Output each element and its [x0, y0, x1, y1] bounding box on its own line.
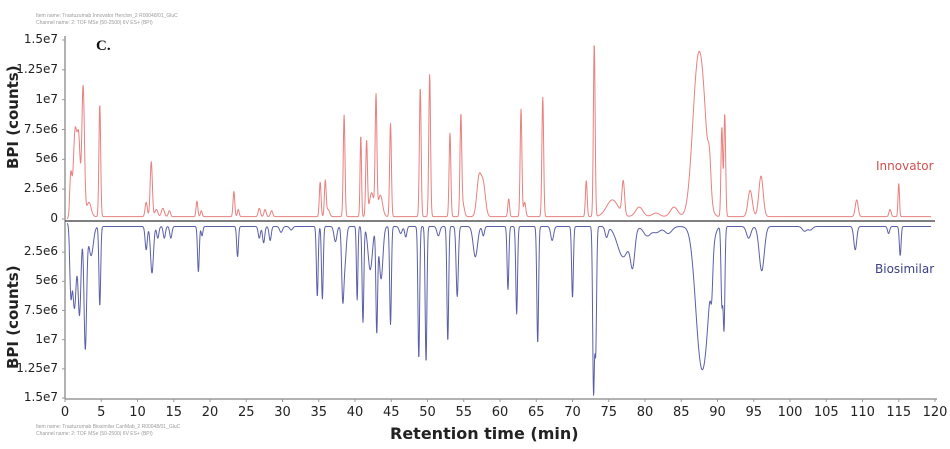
x-tick-label: 65 [527, 405, 545, 420]
panel-label: C. [96, 38, 111, 54]
y-tick-label: 1.5e7 [23, 32, 58, 46]
x-tick-label: 45 [382, 405, 400, 420]
y-tick-label: 2.5e6 [23, 244, 58, 259]
x-tick-label: 115 [886, 405, 912, 420]
x-tick-label: 105 [813, 405, 839, 420]
x-axis-label: Retention time (min) [390, 424, 579, 443]
y-tick-label: 5e6 [35, 151, 58, 166]
x-tick-label: 55 [455, 405, 473, 420]
axes [62, 36, 937, 402]
x-tick-label: 20 [201, 405, 219, 420]
x-tick-label: 40 [346, 405, 364, 420]
y-tick-label: 0 [50, 211, 58, 225]
biosimilar-trace [66, 222, 932, 396]
x-tick-label: 10 [129, 405, 146, 420]
x-tick-label: 75 [600, 405, 618, 420]
legend-biosimilar: Biosimilar [875, 262, 935, 276]
x-tick-label: 110 [850, 405, 875, 420]
x-tick-label: 80 [636, 405, 654, 420]
y-tick-label: 1.5e7 [23, 390, 58, 404]
x-tick-label: 100 [777, 405, 803, 420]
footer-metadata: Item name: Trastuzumab Biosimilar CanMab… [36, 424, 180, 438]
header-metadata: Item name: Trastuzumab Innovator Herclon… [36, 13, 178, 27]
y-tick-label: 5e6 [35, 273, 58, 288]
legend-innovator: Innovator [876, 159, 934, 173]
y-tick-label: 1.25e7 [16, 360, 58, 375]
header-item-name: Item name: Trastuzumab Innovator Herclon… [36, 13, 178, 19]
y-tick-label: 2.5e6 [23, 181, 58, 196]
y-tick-label: 1.25e7 [16, 61, 58, 76]
footer-channel-name: Channel name: 2: TOF MSe (50-2500) 6V ES… [36, 431, 153, 437]
y-tick-label: 7.5e6 [23, 302, 58, 317]
x-tick-label: 5 [97, 405, 106, 420]
x-tick-label: 95 [745, 405, 763, 420]
y-tick-label: 1e7 [35, 91, 58, 106]
y-tick-label: 1e7 [35, 331, 58, 346]
innovator-trace [66, 45, 932, 220]
x-tick-label: 85 [672, 405, 690, 420]
footer-item-name: Item name: Trastuzumab Biosimilar CanMab… [36, 424, 181, 430]
x-tick-label: 120 [922, 405, 948, 420]
x-tick-label: 25 [237, 405, 255, 420]
x-tick-label: 70 [564, 405, 581, 420]
x-tick-label: 50 [419, 405, 436, 420]
header-channel-name: Channel name: 2: TOF MSe (50-2500) 6V ES… [36, 20, 153, 26]
x-tick-label: 35 [310, 405, 328, 420]
x-tick-label: 30 [274, 405, 291, 420]
x-tick-label: 0 [60, 405, 70, 420]
x-tick-label: 60 [491, 405, 509, 420]
x-tick-label: 15 [165, 405, 183, 420]
x-tick-label: 90 [709, 405, 726, 420]
y-tick-label: 7.5e6 [23, 121, 58, 136]
